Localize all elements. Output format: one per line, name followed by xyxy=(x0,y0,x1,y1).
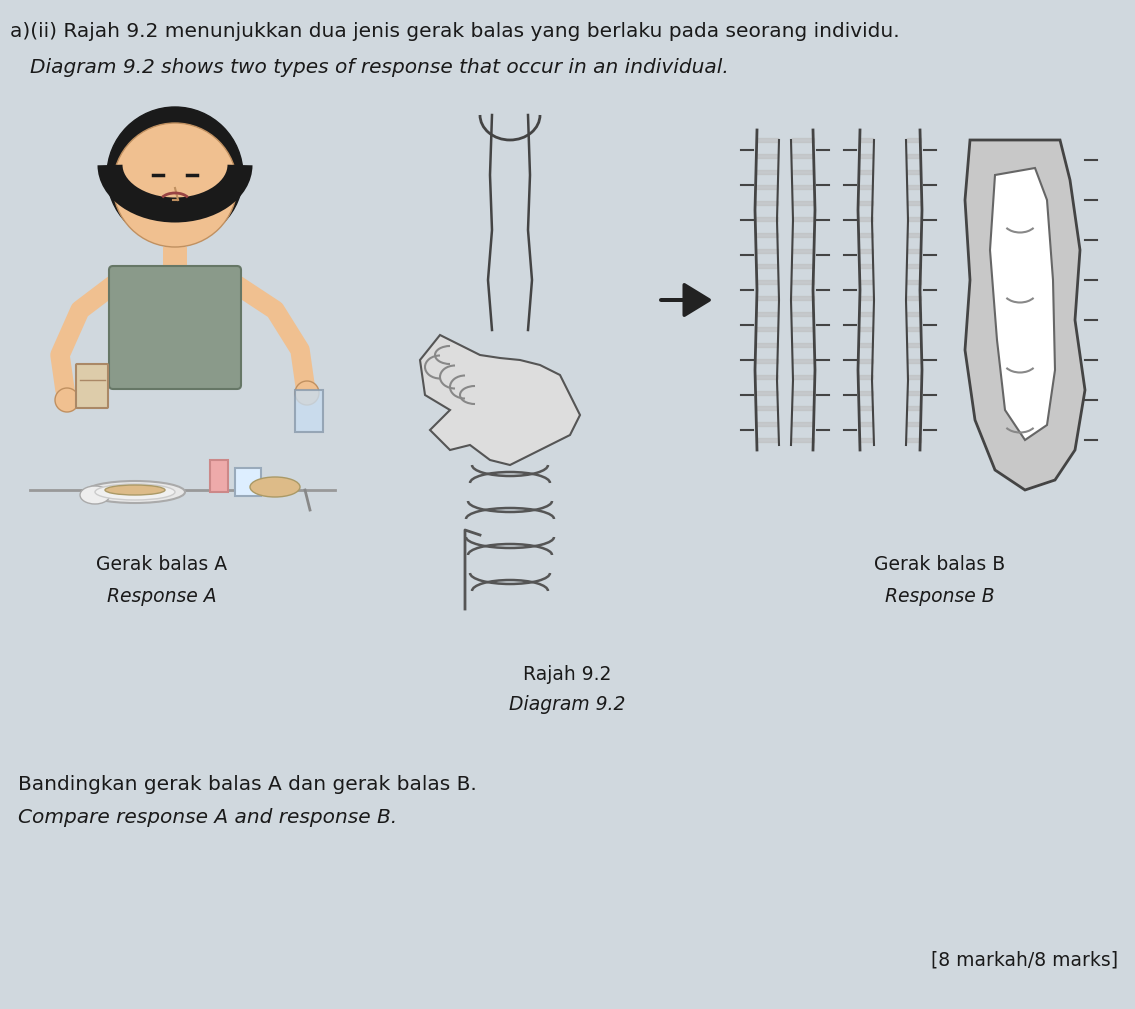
Text: Rajah 9.2: Rajah 9.2 xyxy=(523,665,611,684)
Text: Response B: Response B xyxy=(885,587,994,606)
Ellipse shape xyxy=(85,481,185,503)
Text: Gerak balas B: Gerak balas B xyxy=(874,555,1006,574)
Text: [8 markah/8 marks]: [8 markah/8 marks] xyxy=(931,950,1118,969)
FancyArrowPatch shape xyxy=(661,285,709,315)
Circle shape xyxy=(107,107,243,243)
Ellipse shape xyxy=(250,477,300,497)
FancyBboxPatch shape xyxy=(109,266,241,389)
Ellipse shape xyxy=(79,486,110,504)
Bar xyxy=(210,460,228,492)
Text: a)(ii) Rajah 9.2 menunjukkan dua jenis gerak balas yang berlaku pada seorang ind: a)(ii) Rajah 9.2 menunjukkan dua jenis g… xyxy=(10,22,900,41)
Ellipse shape xyxy=(95,484,175,500)
Polygon shape xyxy=(420,335,580,465)
Circle shape xyxy=(54,388,79,412)
Text: Diagram 9.2: Diagram 9.2 xyxy=(508,695,625,714)
Polygon shape xyxy=(965,140,1085,490)
Bar xyxy=(295,390,323,432)
Polygon shape xyxy=(990,169,1056,440)
Bar xyxy=(235,468,261,496)
Text: Response A: Response A xyxy=(107,587,217,606)
Ellipse shape xyxy=(106,485,165,495)
FancyBboxPatch shape xyxy=(76,364,108,408)
Circle shape xyxy=(114,123,237,247)
Text: Diagram 9.2 shows two types of response that occur in an individual.: Diagram 9.2 shows two types of response … xyxy=(30,58,729,77)
Circle shape xyxy=(295,381,319,405)
Text: Bandingkan gerak balas A dan gerak balas B.: Bandingkan gerak balas A dan gerak balas… xyxy=(18,775,477,794)
Bar xyxy=(163,247,187,272)
Text: Gerak balas A: Gerak balas A xyxy=(96,555,227,574)
Text: Compare response A and response B.: Compare response A and response B. xyxy=(18,808,397,827)
